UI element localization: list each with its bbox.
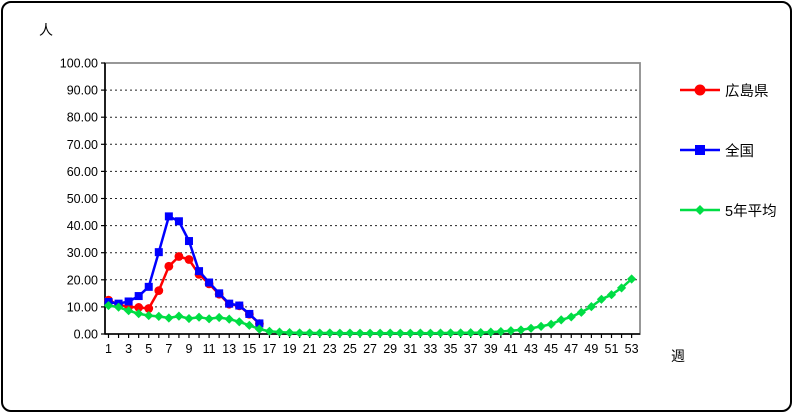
x-tick-label: 45 (544, 342, 558, 356)
y-tick-label: 50.00 (67, 192, 98, 206)
x-tick-label: 19 (283, 342, 297, 356)
x-tick-label: 7 (165, 342, 172, 356)
x-tick-label: 5 (145, 342, 152, 356)
y-tick-label: 0.00 (74, 328, 98, 342)
y-axis-unit-label: 人 (39, 22, 53, 38)
legend-label-hiroshima: 広島県 (725, 83, 769, 100)
x-tick-label: 35 (444, 342, 458, 356)
x-tick-label: 33 (423, 342, 437, 356)
legend-swatch-diamond-icon (680, 205, 720, 215)
y-axis-ticks: 0.00 10.00 20.00 30.00 40.00 50.00 60.00 70.00 8… (60, 57, 105, 342)
y-tick-label: 10.00 (67, 300, 98, 314)
series-5yr-average (103, 274, 637, 338)
y-tick-label: 80.00 (67, 111, 98, 125)
legend-label-national: 全国 (725, 143, 754, 160)
y-tick-label: 60.00 (67, 165, 98, 179)
x-tick-label: 23 (323, 342, 337, 356)
x-tick-label: 21 (303, 342, 317, 356)
x-tick-label: 15 (242, 342, 256, 356)
y-tick-label: 70.00 (67, 138, 98, 152)
x-tick-label: 31 (403, 342, 417, 356)
legend-item-5yr-average: 5年平均 (678, 195, 777, 225)
x-tick-label: 1 (105, 342, 112, 356)
legend-label-5yr-average: 5年平均 (725, 203, 777, 220)
x-tick-label: 3 (125, 342, 132, 356)
legend-swatch-circle-icon (680, 84, 720, 96)
x-tick-label: 49 (584, 342, 598, 356)
legend-swatch-square-icon (680, 145, 720, 155)
y-tick-label: 100.00 (60, 57, 98, 71)
x-tick-label: 25 (343, 342, 357, 356)
x-tick-label: 47 (564, 342, 578, 356)
gridlines (105, 89, 640, 308)
x-tick-label: 39 (484, 342, 498, 356)
y-tick-label: 40.00 (67, 219, 98, 233)
y-tick-label: 90.00 (67, 84, 98, 98)
x-tick-label: 43 (524, 342, 538, 356)
y-tick-label: 30.00 (67, 246, 98, 260)
x-tick-label: 41 (504, 342, 518, 356)
x-tick-label: 27 (363, 342, 377, 356)
x-tick-label: 13 (222, 342, 236, 356)
y-tick-label: 20.00 (67, 273, 98, 287)
x-tick-label: 29 (383, 342, 397, 356)
legend-item-national: 全国 (678, 135, 754, 165)
x-axis-unit-label: 週 (671, 348, 685, 364)
x-tick-label: 11 (203, 342, 216, 356)
x-tick-label: 37 (464, 342, 478, 356)
x-tick-label: 53 (625, 342, 639, 356)
x-tick-label: 9 (186, 342, 193, 356)
series-national (104, 212, 264, 328)
x-tick-label: 51 (605, 342, 619, 356)
x-axis-ticks: 1 3 5 7 9 11 13 15 17 19 21 23 25 27 29 31 33 35 37 39 41 43 4… (105, 334, 639, 356)
x-tick-label: 17 (263, 342, 277, 356)
legend-item-hiroshima: 広島県 (678, 75, 769, 105)
